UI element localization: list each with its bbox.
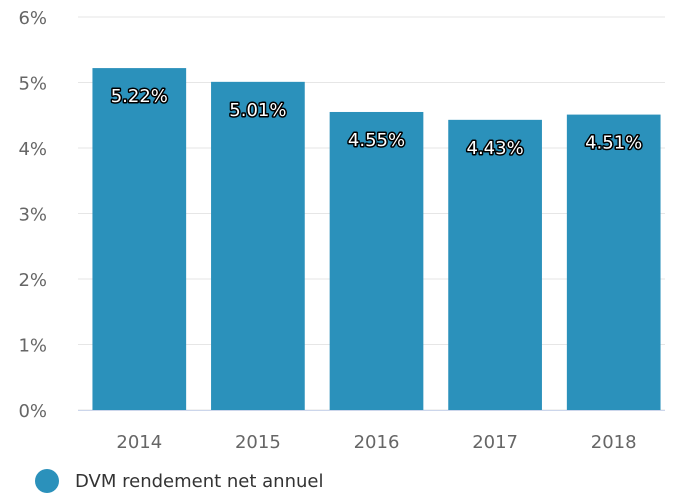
data-label: 4.51% bbox=[585, 133, 642, 154]
x-tick-label: 2017 bbox=[472, 432, 518, 453]
x-tick-label: 2018 bbox=[591, 432, 637, 453]
legend-label: DVM rendement net annuel bbox=[75, 471, 323, 492]
data-label: 4.43% bbox=[467, 138, 524, 159]
bar bbox=[566, 114, 661, 410]
y-tick-label: 1% bbox=[18, 336, 47, 357]
y-tick-label: 3% bbox=[18, 205, 47, 226]
bar bbox=[211, 81, 305, 410]
y-tick-label: 4% bbox=[18, 139, 47, 160]
y-tick-label: 2% bbox=[18, 270, 47, 291]
legend-marker bbox=[35, 469, 59, 493]
y-tick-label: 5% bbox=[18, 74, 47, 95]
data-label: 5.01% bbox=[229, 100, 286, 121]
bar bbox=[329, 111, 424, 410]
bar bbox=[92, 68, 187, 410]
x-tick-label: 2015 bbox=[235, 432, 281, 453]
data-label: 4.55% bbox=[348, 130, 405, 151]
x-tick-label: 2014 bbox=[116, 432, 162, 453]
y-tick-label: 6% bbox=[18, 8, 47, 29]
bar bbox=[448, 119, 542, 411]
y-tick-label: 0% bbox=[18, 401, 47, 422]
data-label: 5.22% bbox=[111, 86, 168, 107]
x-tick-label: 2016 bbox=[354, 432, 400, 453]
